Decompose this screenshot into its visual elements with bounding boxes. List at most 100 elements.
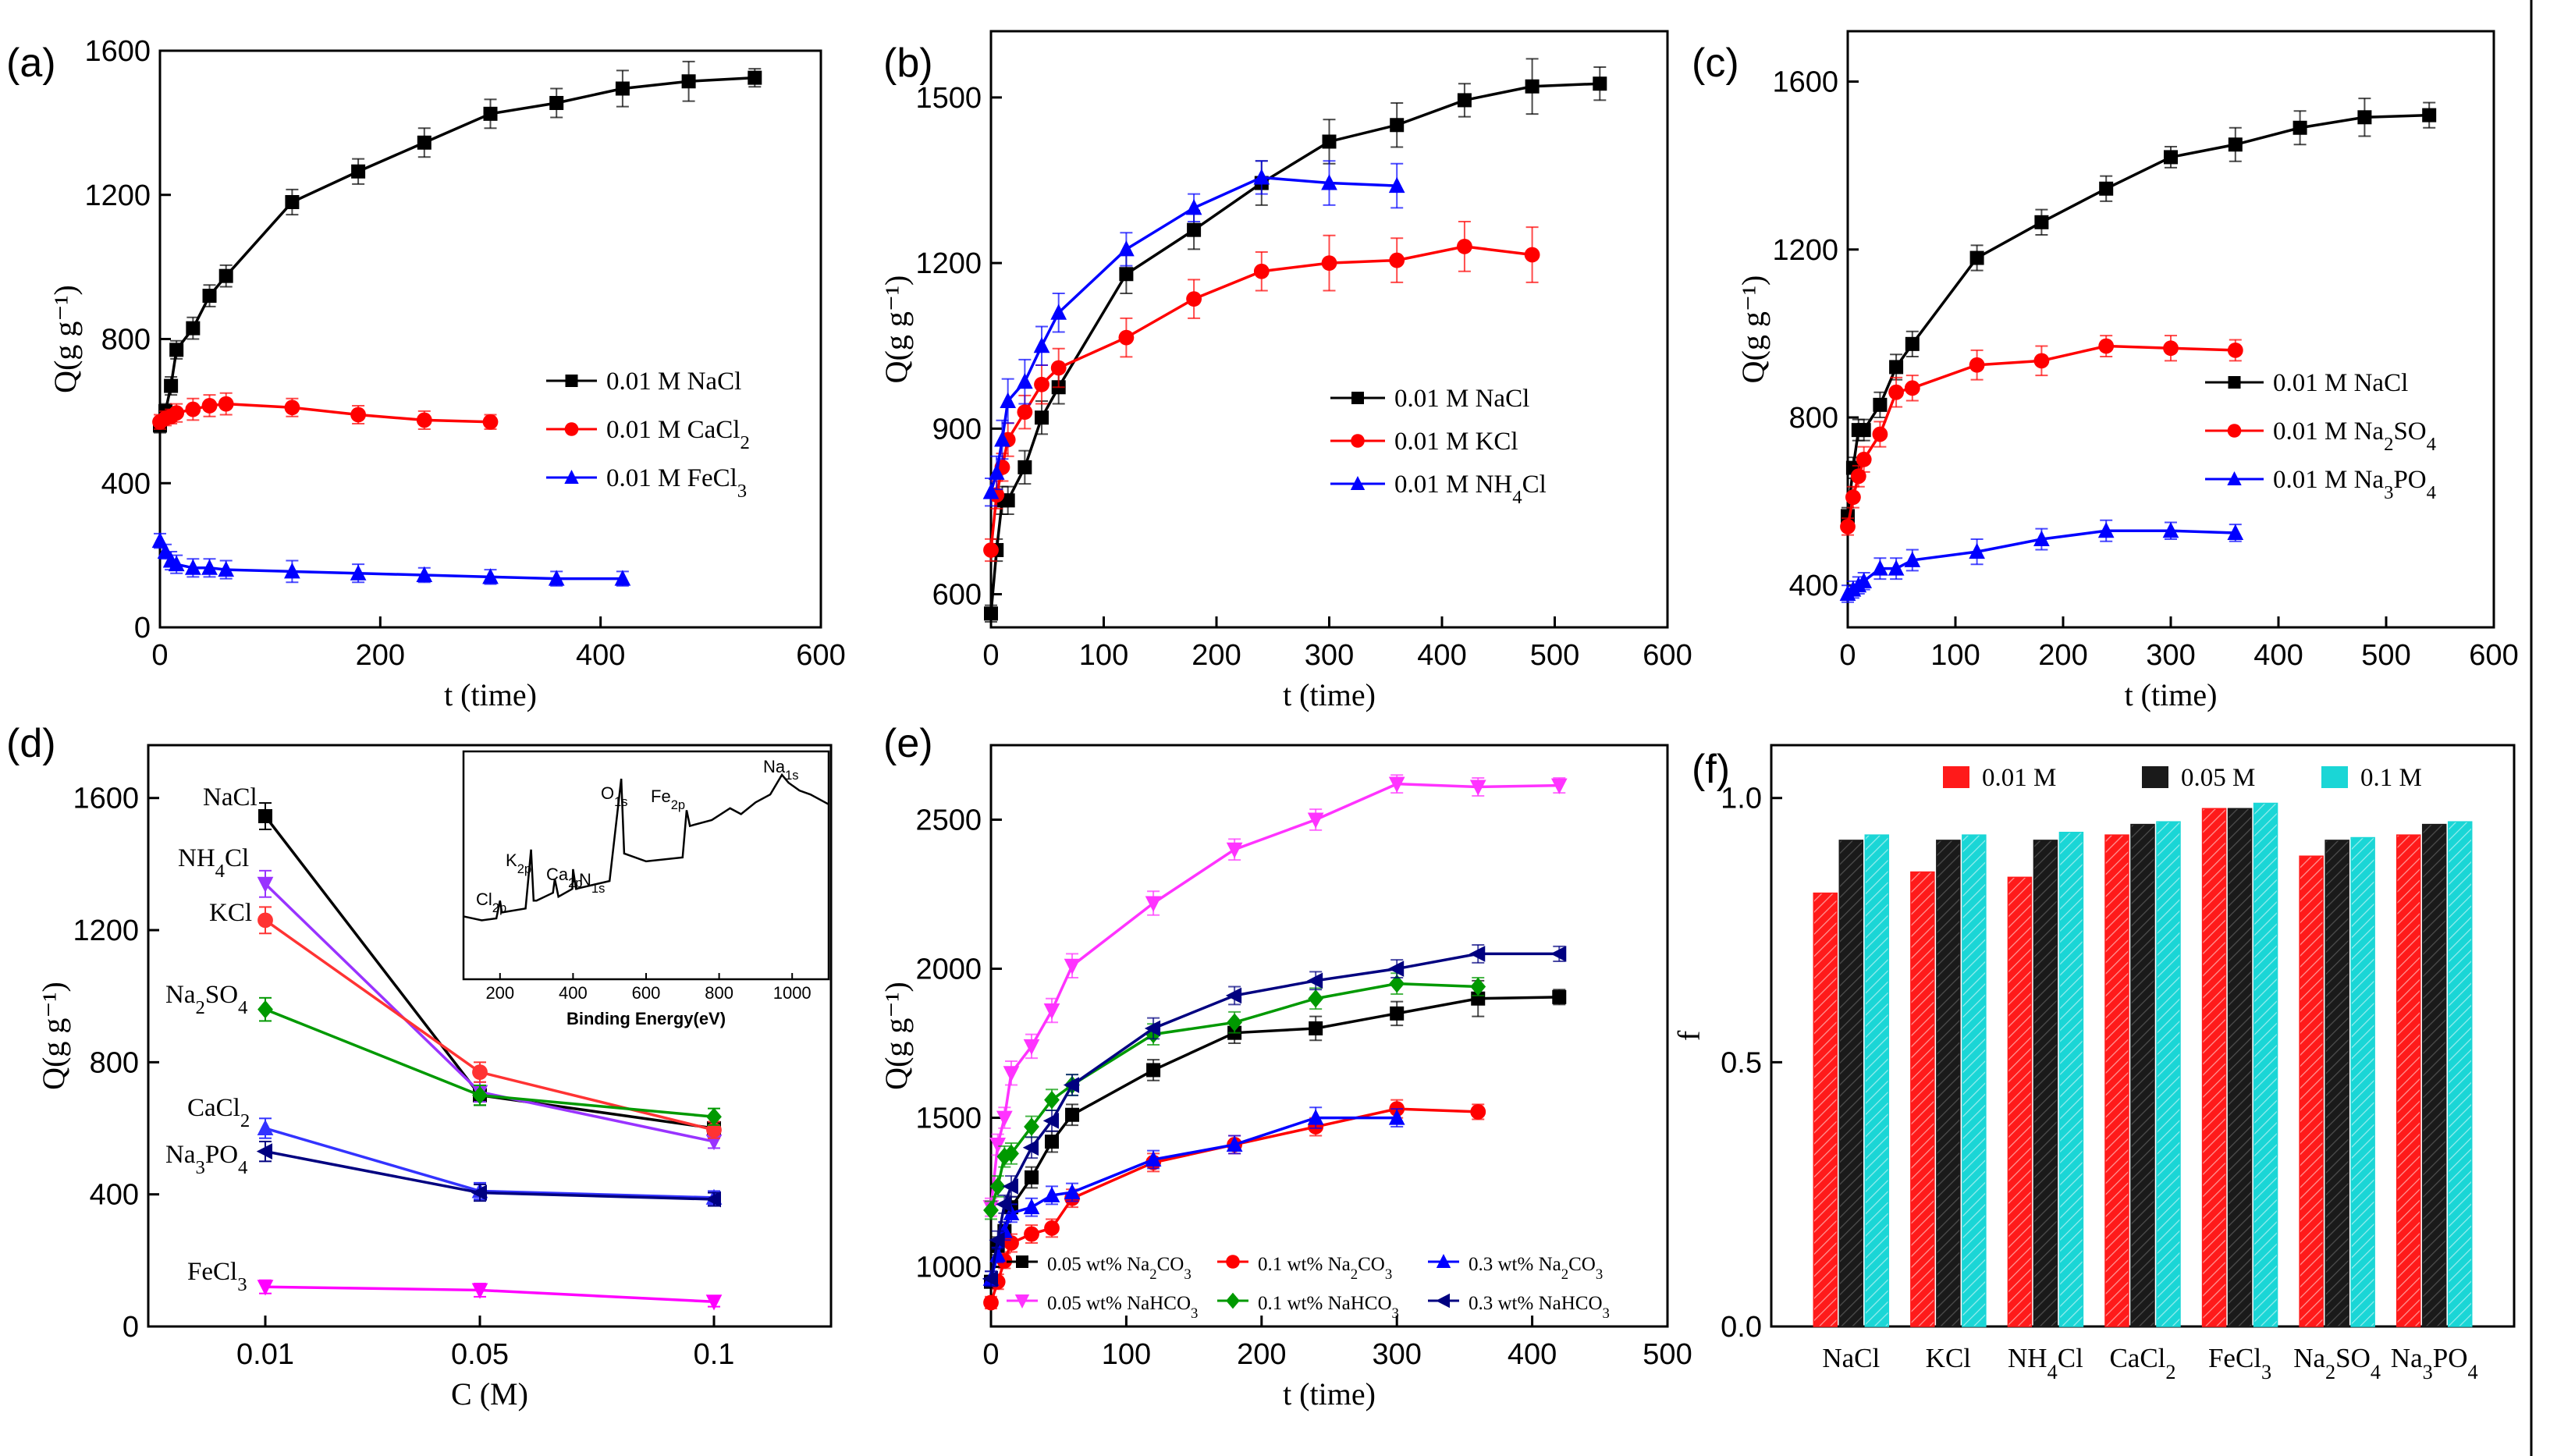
x-tick-label: 400 [576,639,625,672]
series-5: Na3PO4 [165,1140,721,1208]
data-point [1389,974,1405,993]
data-point [201,559,218,575]
data-point [1845,489,1861,506]
y-axis-title: Q(g g⁻¹) [48,285,83,393]
series-line [265,1285,715,1304]
bar [2299,855,2324,1327]
data-point [416,566,433,583]
data-point [471,1283,488,1299]
inset-x-tick-label: 200 [485,983,514,1003]
data-point [1043,1186,1060,1202]
panel-f: 0.0 0.5 1.0 f (f) NaCl KCl NH4Cl CaCl2 FeCl3 Na2SO… [1671,744,2516,1383]
data-point [1145,1150,1162,1167]
inset-x-tick-label: 1000 [773,983,812,1003]
data-point [2228,137,2243,152]
data-point [989,1137,1007,1154]
data-point [285,194,300,209]
data-point [258,809,272,824]
data-point [1888,384,1905,400]
bar [2007,876,2033,1327]
x-category-label: Na2SO4 [2293,1343,2381,1383]
y-tick-label: 1600 [84,35,151,68]
legend-swatch [1943,766,1969,788]
series-6: FeCl3 [187,1258,723,1311]
data-point [1118,240,1135,257]
data-point [1321,255,1337,272]
data-point [1390,118,1405,133]
data-point [350,407,366,423]
series-label: NH4Cl [178,844,249,882]
data-point [2357,110,2372,125]
data-point [1389,252,1405,268]
data-point [1470,977,1486,996]
y-tick-label: 1.0 [1721,783,1762,815]
bar [1838,840,1864,1327]
legend-marker [1014,1294,1030,1309]
legend-label: 0.01 M NaCl [2273,369,2408,397]
legend-marker [1350,476,1366,490]
data-point [1904,551,1921,567]
y-axis-title: Q(g g⁻¹) [879,275,914,384]
bar [1910,871,1935,1327]
data-point [186,321,201,336]
data-point [1042,1113,1060,1129]
data-point [1033,336,1050,353]
data-point [1969,542,1985,559]
data-point [2098,338,2115,354]
x-tick-label: 300 [1305,639,1354,672]
legend-label: 0.01 M FeCl3 [606,464,747,502]
series-2 [982,160,1405,507]
legend-label: 0.05 M [2181,764,2255,792]
data-point [1119,267,1134,282]
data-point [988,463,1005,480]
bar-group: KCl [1910,834,1987,1373]
legend-marker [1016,1255,1028,1268]
legend-marker [564,470,579,484]
series-3: Na2SO4 [165,981,722,1126]
data-point [257,1119,274,1136]
bar [2201,808,2227,1327]
data-point [257,876,274,893]
data-point [982,1270,998,1287]
x-tick-label: 0.05 [451,1338,509,1371]
x-tick-label: 200 [356,639,405,672]
y-tick-label: 1500 [915,1103,982,1135]
y-tick-label: 1200 [73,914,139,947]
data-point [1017,404,1033,421]
xps-peak-label: K2p [506,851,531,876]
data-point [1388,176,1405,194]
y-tick-label: 0.0 [1721,1311,1762,1344]
legend: 0.01 M NaCl 0.01 M Na2SO4 0.01 M Na3PO4 [2205,369,2436,503]
legend-label: 0.05 wt% Na2CO3 [1047,1254,1192,1283]
data-point [169,405,185,421]
x-tick-label: 400 [1508,1338,1557,1371]
data-point [1003,1204,1020,1220]
data-point [1888,559,1905,576]
bar [1962,834,1987,1327]
data-point [1309,1021,1323,1035]
xps-spectrum-line [463,772,829,922]
data-point [1003,1235,1019,1251]
y-axis-title: Q(g g⁻¹) [36,982,71,1090]
y-tick-label: 1000 [915,1252,982,1284]
x-tick-label: 100 [1079,639,1128,672]
legend-label: 0.1 wt% Na2CO3 [1258,1254,1392,1283]
data-point [1308,989,1324,1008]
legend-marker [564,422,579,436]
series-label: Na2SO4 [165,981,247,1018]
bar-group: Na2SO4 [2293,836,2381,1383]
xps-peak-label: N1s [579,870,605,896]
legend: 0.05 wt% Na2CO3 0.1 wt% Na2CO3 0.3 wt% Na2… [1007,1254,1610,1322]
plot-frame-e [989,744,1669,1328]
x-tick-label: 500 [2361,639,2410,672]
x-tick-label: 0.1 [694,1338,735,1371]
data-point [615,81,630,96]
y-tick-label: 2000 [915,954,982,986]
x-tick-label: 400 [1417,639,1466,672]
data-point [185,559,201,575]
series-3 [982,774,1568,1217]
legend-marker [2227,424,2242,438]
data-point [218,268,233,283]
x-tick-label: 300 [2146,639,2195,672]
